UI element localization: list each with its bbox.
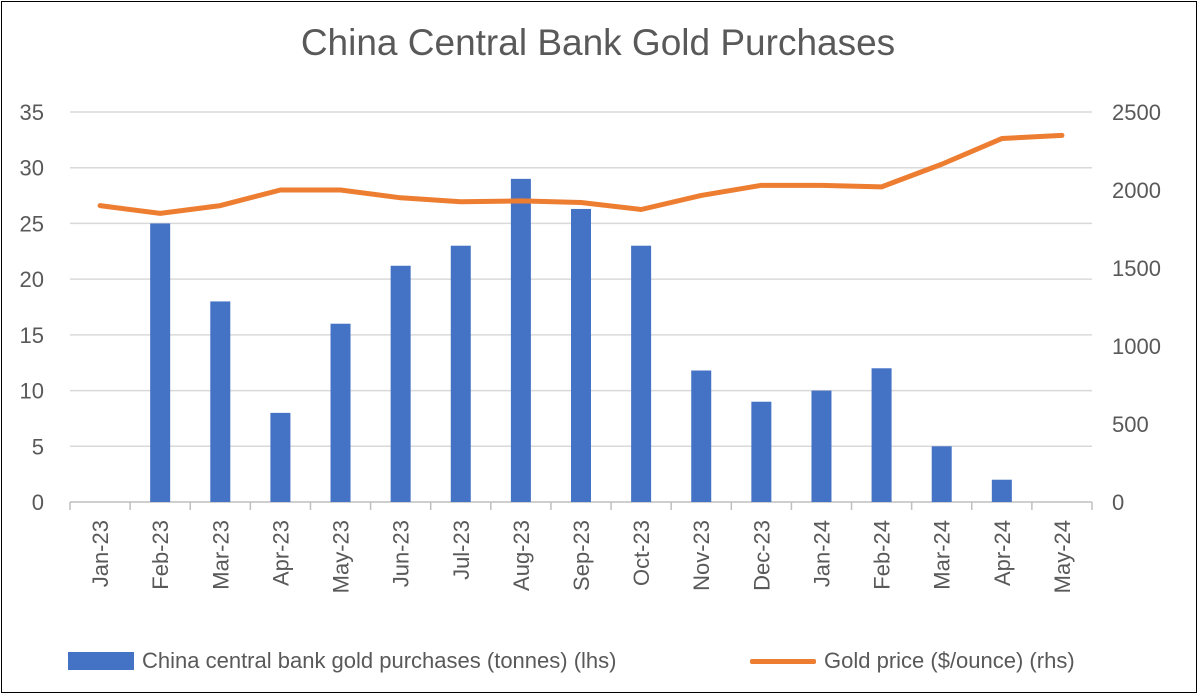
- bar: [751, 402, 771, 502]
- bar: [270, 413, 290, 502]
- bar: [571, 209, 591, 502]
- x-axis-tick-label: Oct-23: [629, 520, 654, 586]
- x-axis-tick-label: Mar-23: [208, 520, 233, 590]
- x-axis-tick-label: Sep-23: [569, 520, 594, 591]
- legend-item-purchases: China central bank gold purchases (tonne…: [68, 648, 616, 674]
- bar: [932, 446, 952, 502]
- right-axis-tick-label: 1500: [1112, 256, 1161, 281]
- gold-price-line: [100, 135, 1062, 213]
- x-axis-tick-label: Feb-24: [870, 520, 895, 590]
- legend-item-gold-price: Gold price ($/ounce) (rhs): [750, 648, 1075, 674]
- left-axis-tick-label: 10: [20, 379, 44, 404]
- x-axis-tick-label: May-23: [329, 520, 354, 593]
- x-axis-tick-label: Jun-23: [389, 520, 414, 587]
- legend-label-gold-price: Gold price ($/ounce) (rhs): [824, 648, 1075, 674]
- bar: [331, 324, 351, 502]
- left-axis-tick-label: 20: [20, 267, 44, 292]
- right-axis-tick-label: 0: [1112, 490, 1124, 515]
- x-axis-tick-label: Dec-23: [749, 520, 774, 591]
- bar: [511, 179, 531, 502]
- bar: [992, 480, 1012, 502]
- bar: [391, 266, 411, 502]
- x-axis-tick-label: Aug-23: [509, 520, 534, 591]
- bar: [872, 368, 892, 502]
- x-axis-tick-label: Apr-24: [990, 520, 1015, 586]
- x-axis-tick-label: Apr-23: [268, 520, 293, 586]
- bar: [451, 246, 471, 502]
- x-axis-tick-label: Mar-24: [930, 520, 955, 590]
- x-axis-tick-label: Jul-23: [449, 520, 474, 580]
- right-axis-tick-label: 2000: [1112, 178, 1161, 203]
- bar: [210, 301, 230, 502]
- left-axis-tick-label: 5: [32, 434, 44, 459]
- left-axis-tick-label: 30: [20, 156, 44, 181]
- x-axis-tick-label: Nov-23: [689, 520, 714, 591]
- x-axis-tick-label: Jan-23: [88, 520, 113, 587]
- x-axis-tick-label: May-24: [1050, 520, 1075, 593]
- legend-line-swatch: [750, 659, 816, 664]
- left-axis-tick-label: 0: [32, 490, 44, 515]
- legend-bar-swatch: [68, 652, 134, 670]
- right-axis-tick-label: 1000: [1112, 334, 1161, 359]
- right-axis-tick-label: 500: [1112, 412, 1149, 437]
- left-axis-tick-label: 25: [20, 211, 44, 236]
- x-axis-tick-label: Feb-23: [148, 520, 173, 590]
- bar: [691, 371, 711, 502]
- left-axis-tick-label: 35: [20, 100, 44, 125]
- legend-label-purchases: China central bank gold purchases (tonne…: [142, 648, 616, 674]
- bar: [150, 223, 170, 502]
- bar: [811, 391, 831, 502]
- right-axis-tick-label: 2500: [1112, 100, 1161, 125]
- x-axis-tick-label: Jan-24: [809, 520, 834, 587]
- left-axis-tick-label: 15: [20, 323, 44, 348]
- bar: [631, 246, 651, 502]
